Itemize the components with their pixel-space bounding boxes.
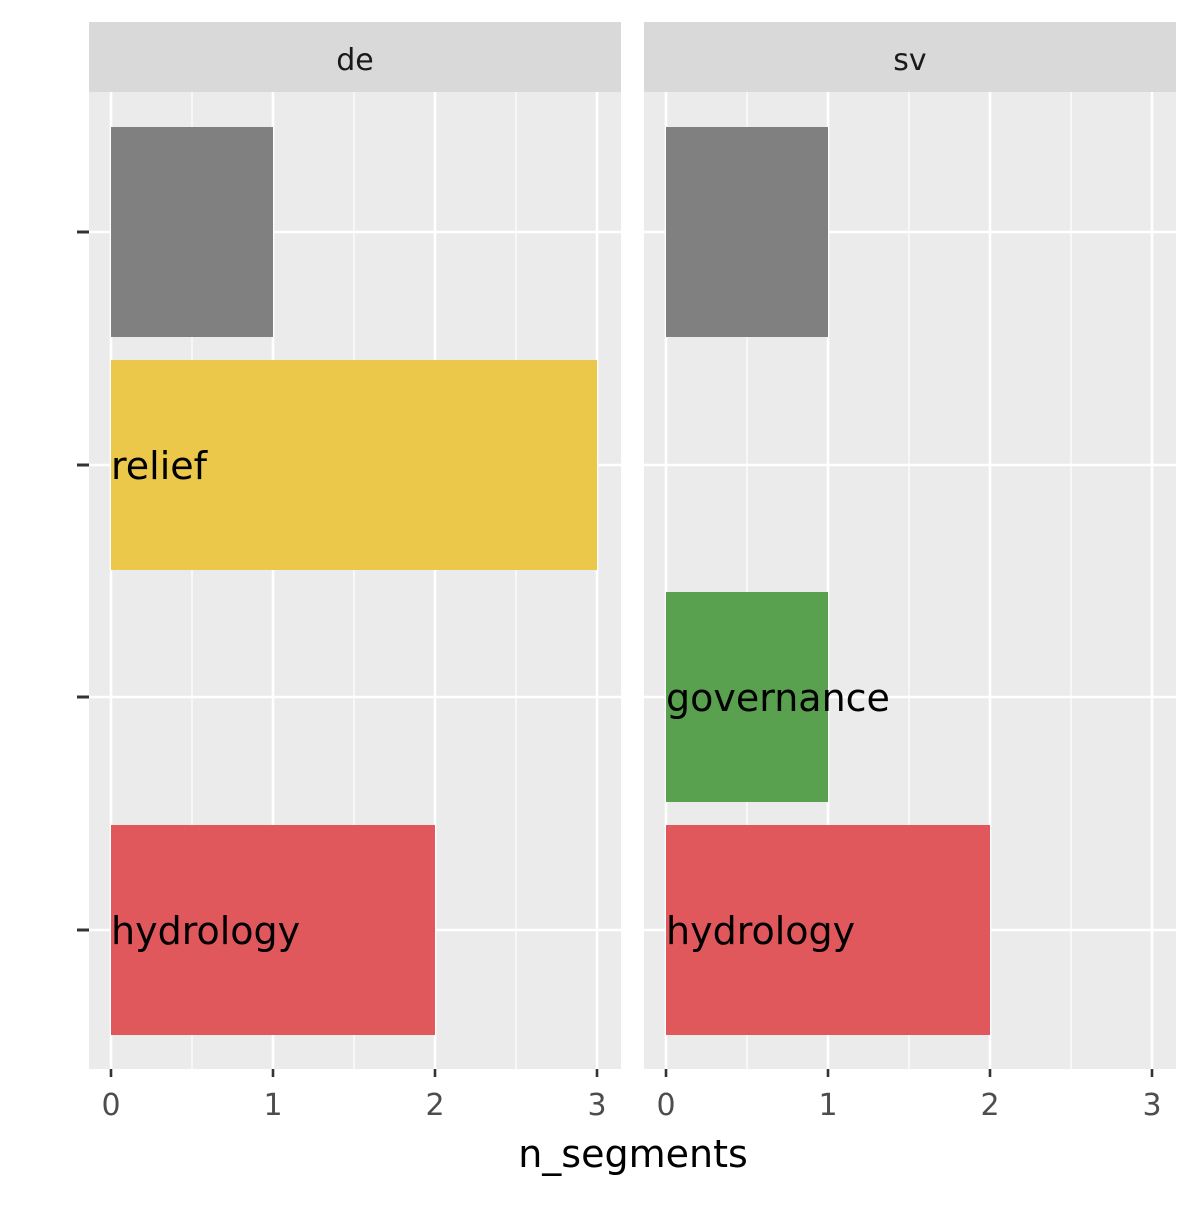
facet-panel-sv: sv governance hydrology 0 1 2 3: [644, 22, 1176, 1123]
x-tick-label: 3: [587, 1088, 606, 1123]
x-tick-label: 0: [101, 1088, 120, 1123]
bar-label: governance: [666, 676, 890, 720]
x-tick-label: 1: [263, 1088, 282, 1123]
y-axis: [77, 230, 89, 932]
bar: [666, 127, 828, 337]
bar-label: hydrology: [111, 909, 300, 953]
bar: [111, 127, 273, 337]
facet-strip: [89, 22, 621, 92]
x-tick-label: 0: [656, 1088, 675, 1123]
facet-strip-label: sv: [893, 43, 926, 78]
bar: [666, 825, 990, 1035]
bar-label: relief: [111, 444, 209, 488]
x-tick-label: 2: [980, 1088, 999, 1123]
facet-strip-label: de: [336, 43, 374, 78]
facet-strip: [644, 22, 1176, 92]
x-tick-label: 1: [818, 1088, 837, 1123]
bar-label: hydrology: [666, 909, 855, 953]
bar: [666, 592, 828, 802]
x-tick-label: 3: [1142, 1088, 1161, 1123]
facet-panel-de: de relief hydrology 0 1 2 3: [89, 22, 621, 1123]
facets-layer: de relief hydrology 0 1 2 3 sv governance hydrolo…: [89, 22, 1176, 1123]
x-tick-label: 2: [425, 1088, 444, 1123]
x-axis-title: n_segments: [518, 1132, 748, 1176]
bar: [111, 360, 597, 570]
bar: [111, 825, 435, 1035]
